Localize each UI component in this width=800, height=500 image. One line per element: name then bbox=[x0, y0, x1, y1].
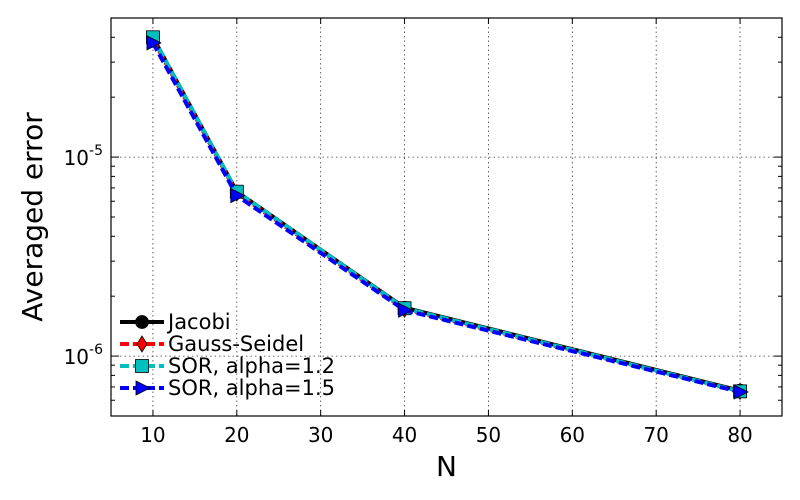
x-tick-label: 20 bbox=[224, 423, 249, 447]
x-tick-label: 50 bbox=[476, 423, 501, 447]
data-point bbox=[230, 188, 246, 204]
legend-label: Gauss-Seidel bbox=[168, 332, 304, 356]
legend-label: Jacobi bbox=[166, 310, 231, 334]
legend-item: SOR, alpha=1.5 bbox=[120, 376, 335, 400]
legend-item: Gauss-Seidel bbox=[120, 332, 304, 356]
legend-item: Jacobi bbox=[120, 310, 231, 334]
y-tick-label: 10-5 bbox=[64, 143, 103, 170]
axes-layer: 10 20 30 40 50 60 70 80 10-6 10-5 bbox=[64, 18, 782, 447]
x-tick-label: 30 bbox=[308, 423, 333, 447]
legend-item: SOR, alpha=1.2 bbox=[120, 354, 335, 378]
data-point bbox=[146, 35, 162, 51]
x-tick-label: 10 bbox=[140, 423, 165, 447]
legend-label: SOR, alpha=1.2 bbox=[168, 354, 335, 378]
series-line bbox=[151, 41, 741, 394]
plot-frame bbox=[110, 17, 783, 417]
y-tick-label: 10-6 bbox=[64, 342, 104, 369]
x-axis-label: N bbox=[436, 450, 457, 483]
legend-marker bbox=[136, 335, 148, 353]
legend-label: SOR, alpha=1.5 bbox=[168, 376, 335, 400]
legend-marker bbox=[135, 380, 151, 396]
x-tick-label: 60 bbox=[560, 423, 585, 447]
series-layer bbox=[146, 30, 749, 401]
x-tick-label: 70 bbox=[643, 423, 668, 447]
data-point bbox=[398, 302, 414, 318]
legend-marker bbox=[135, 359, 149, 373]
series-3 bbox=[146, 35, 749, 400]
grid-layer bbox=[111, 18, 782, 416]
y-axis-label: Averaged error bbox=[16, 112, 49, 322]
legend-marker bbox=[135, 315, 149, 329]
x-tick-label: 40 bbox=[392, 423, 417, 447]
x-tick-label: 80 bbox=[727, 423, 752, 447]
data-point bbox=[733, 384, 749, 400]
